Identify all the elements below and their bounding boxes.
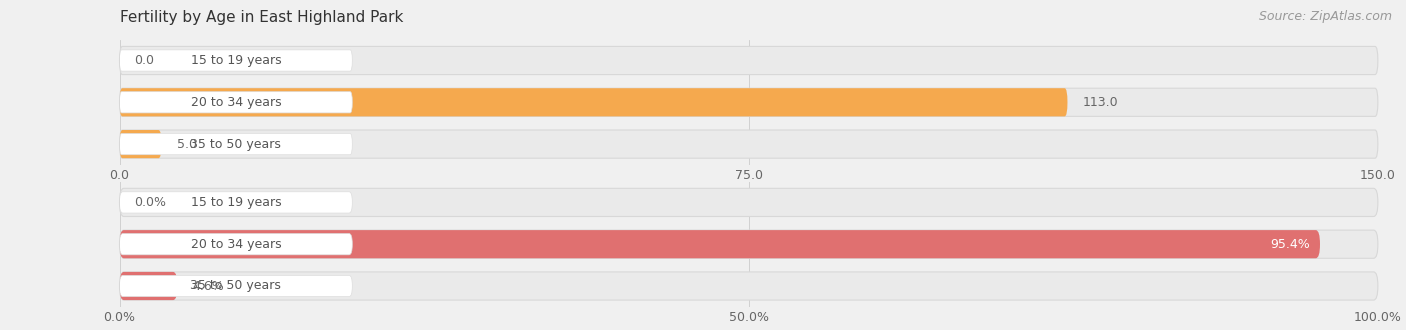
- FancyBboxPatch shape: [120, 88, 1067, 116]
- FancyBboxPatch shape: [120, 188, 1378, 216]
- Text: 35 to 50 years: 35 to 50 years: [190, 280, 281, 292]
- FancyBboxPatch shape: [120, 92, 353, 113]
- FancyBboxPatch shape: [120, 130, 162, 158]
- FancyBboxPatch shape: [120, 133, 353, 155]
- FancyBboxPatch shape: [120, 230, 1320, 258]
- Text: 15 to 19 years: 15 to 19 years: [191, 196, 281, 209]
- Text: 0.0%: 0.0%: [135, 196, 166, 209]
- Text: Source: ZipAtlas.com: Source: ZipAtlas.com: [1258, 10, 1392, 23]
- FancyBboxPatch shape: [120, 272, 1378, 300]
- Text: 0.0: 0.0: [135, 54, 155, 67]
- FancyBboxPatch shape: [120, 272, 177, 300]
- Text: 20 to 34 years: 20 to 34 years: [191, 96, 281, 109]
- Text: 4.6%: 4.6%: [193, 280, 224, 292]
- FancyBboxPatch shape: [120, 50, 353, 71]
- FancyBboxPatch shape: [120, 130, 1378, 158]
- Text: 113.0: 113.0: [1083, 96, 1118, 109]
- FancyBboxPatch shape: [120, 47, 1378, 75]
- Text: 15 to 19 years: 15 to 19 years: [191, 54, 281, 67]
- FancyBboxPatch shape: [120, 88, 1378, 116]
- FancyBboxPatch shape: [120, 192, 353, 213]
- Text: Fertility by Age in East Highland Park: Fertility by Age in East Highland Park: [120, 10, 404, 25]
- FancyBboxPatch shape: [120, 230, 1378, 258]
- Text: 35 to 50 years: 35 to 50 years: [190, 138, 281, 150]
- FancyBboxPatch shape: [120, 234, 353, 255]
- Text: 20 to 34 years: 20 to 34 years: [191, 238, 281, 251]
- Text: 5.0: 5.0: [177, 138, 197, 150]
- Text: 95.4%: 95.4%: [1270, 238, 1310, 251]
- FancyBboxPatch shape: [120, 275, 353, 297]
